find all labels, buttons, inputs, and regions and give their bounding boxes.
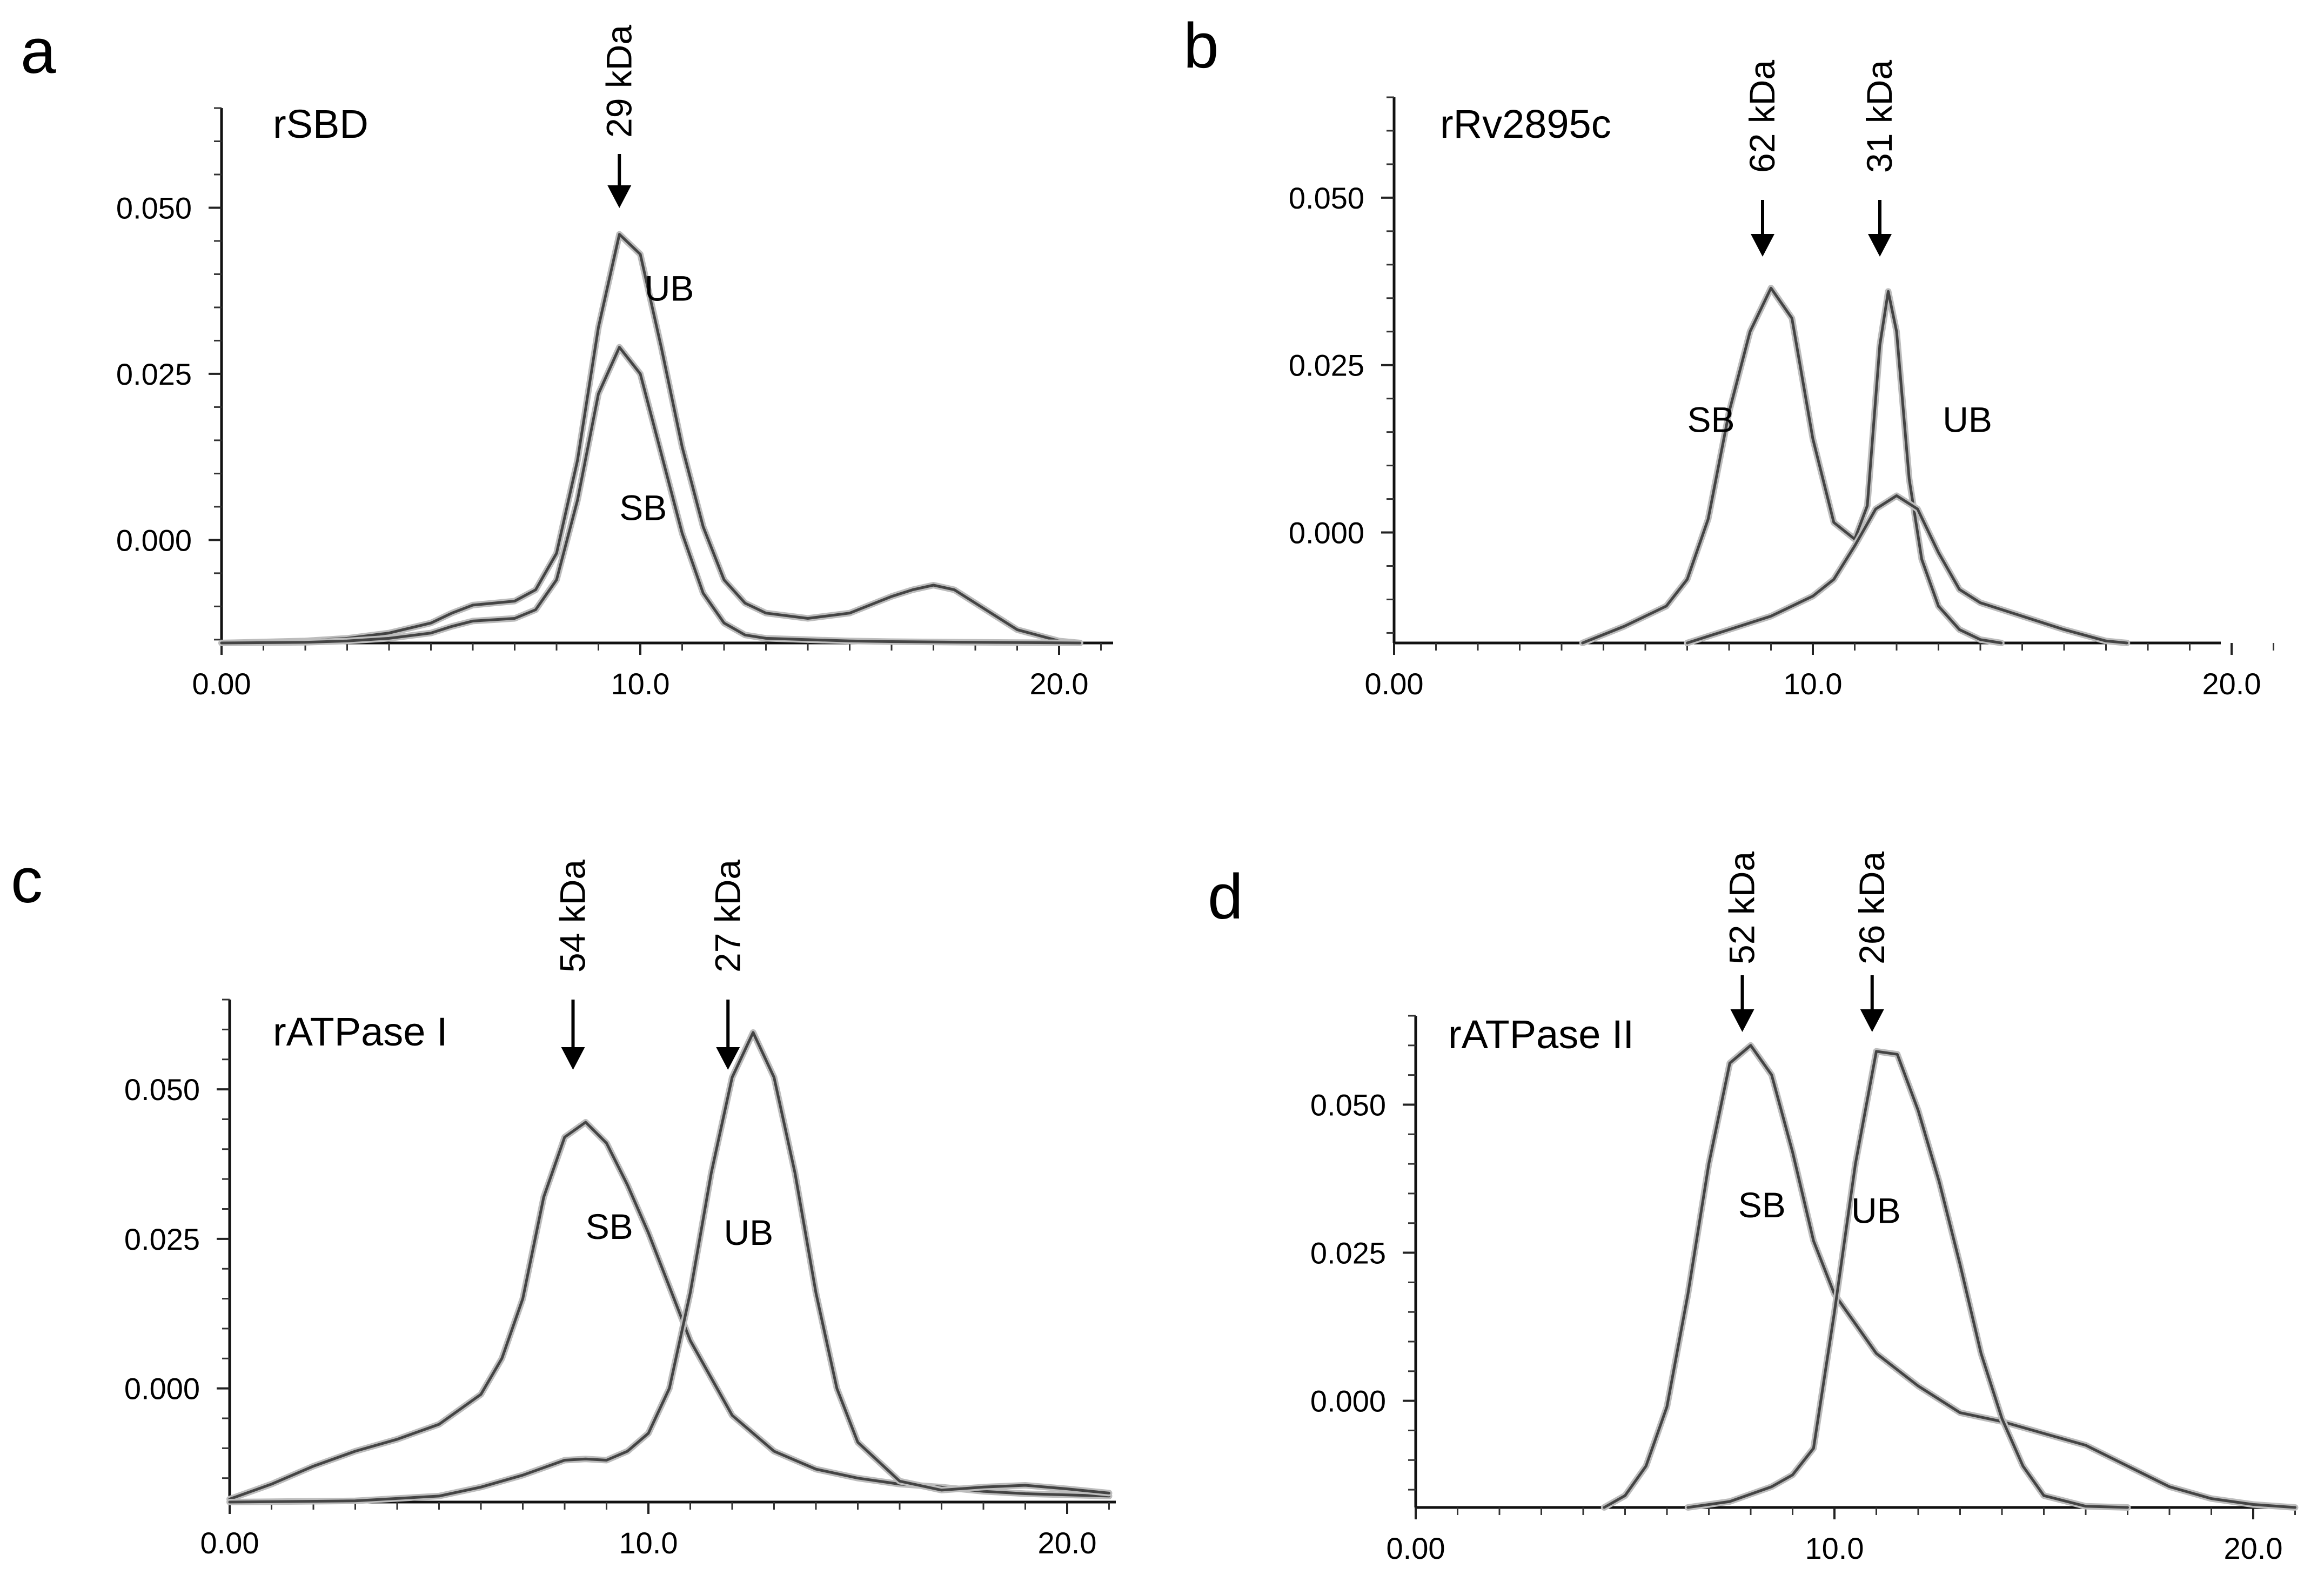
panel-b: b rRv2895c 0.00 10.0 20.0 0.000 0.025 0.050 SB… (1183, 10, 2274, 701)
curve-label-ub-c: UB (724, 1212, 774, 1252)
x-tick-label-a: 10.0 (611, 667, 670, 701)
curve-halo-sb-d (1600, 1042, 2299, 1511)
curve-sb-c (228, 1121, 1110, 1500)
x-tick-label-c: 0.00 (200, 1526, 259, 1560)
curve-ub-d (1686, 1050, 2129, 1509)
down-arrow-icon (561, 1047, 585, 1070)
panel-letter-b: b (1183, 10, 1219, 82)
curve-ub-a (220, 233, 1082, 645)
x-tick-label-b: 20.0 (2202, 667, 2261, 701)
panel-letter-c: c (11, 845, 43, 916)
panel-c: c rATPase I 0.00 10.0 20.0 0.000 0.025 0.050 S… (11, 845, 1116, 1560)
y-tick-label-d: 0.025 (1310, 1236, 1386, 1270)
y-tick-label-c: 0.000 (124, 1372, 200, 1406)
curve-label-ub-d: UB (1851, 1191, 1901, 1231)
x-tick-label-d: 10.0 (1805, 1531, 1864, 1565)
y-tick-label-c: 0.025 (124, 1222, 200, 1256)
kda-label-b: 31 kDa (1859, 60, 1899, 173)
curve-sb-b (1581, 286, 2003, 645)
kda-label-a: 29 kDa (599, 25, 639, 138)
curve-sb-a (220, 346, 1082, 645)
curve-halo-ub-c (226, 1029, 1113, 1505)
y-tick-label-b: 0.050 (1289, 181, 1364, 215)
down-arrow-icon (607, 185, 632, 208)
x-tick-label-a: 20.0 (1030, 667, 1089, 701)
curve-halo-sb-b (1579, 285, 2005, 646)
x-tick-label-b: 10.0 (1784, 667, 1843, 701)
curve-label-sb-b: SB (1687, 400, 1735, 440)
x-tick-label-b: 0.00 (1365, 667, 1424, 701)
panel-letter-a: a (21, 16, 56, 87)
curve-label-sb-a: SB (619, 487, 667, 527)
y-tick-label-d: 0.000 (1310, 1384, 1386, 1418)
chart-c: 0.00 10.0 20.0 0.000 0.025 0.050 SB UB 54 kDa 27 … (124, 860, 1116, 1560)
down-arrow-icon (716, 1047, 740, 1070)
panel-d: d rATPase II 0.00 10.0 20.0 0.000 0.025 0.050… (1208, 852, 2299, 1565)
kda-label-d: 52 kDa (1722, 852, 1762, 964)
curve-label-ub-b: UB (1943, 400, 1992, 440)
curve-label-ub-a: UB (645, 269, 694, 309)
kda-label-c: 27 kDa (707, 860, 747, 973)
protein-label-b: rRv2895c (1440, 102, 1611, 146)
protein-label-a: rSBD (273, 102, 369, 146)
panel-a: a rSBD 0.00 10.0 20.0 0.000 0.025 0.050 UB SB 29… (21, 16, 1113, 701)
protein-label-c: rATPase I (273, 1009, 448, 1054)
y-tick-label-a: 0.000 (116, 523, 192, 557)
down-arrow-icon (1860, 1009, 1884, 1032)
chart-b: 0.00 10.0 20.0 0.000 0.025 0.050 SB UB 62 kDa 31 … (1289, 60, 2274, 701)
y-tick-label-b: 0.025 (1289, 348, 1364, 383)
y-tick-label-d: 0.050 (1310, 1088, 1386, 1122)
x-tick-label-c: 20.0 (1038, 1526, 1097, 1560)
down-arrow-icon (1751, 234, 1774, 257)
x-tick-label-c: 10.0 (619, 1526, 678, 1560)
y-tick-label-b: 0.000 (1289, 516, 1364, 550)
curve-ub-c (228, 1031, 1110, 1504)
y-tick-label-c: 0.050 (124, 1073, 200, 1107)
y-tick-label-a: 0.025 (116, 357, 192, 391)
down-arrow-icon (1730, 1009, 1754, 1032)
curve-label-sb-d: SB (1738, 1185, 1786, 1225)
y-tick-label-a: 0.050 (116, 191, 192, 225)
curve-sb-d (1603, 1044, 2296, 1509)
x-tick-label-d: 20.0 (2224, 1531, 2283, 1565)
kda-label-c: 54 kDa (553, 860, 593, 973)
protein-label-d: rATPase II (1448, 1012, 1634, 1057)
curve-halo-sb-c (226, 1119, 1113, 1503)
panel-letter-d: d (1208, 861, 1243, 933)
x-tick-label-a: 0.00 (192, 667, 251, 701)
kda-label-b: 62 kDa (1742, 60, 1782, 173)
x-tick-label-d: 0.00 (1387, 1531, 1445, 1565)
chart-d: 0.00 10.0 20.0 0.000 0.025 0.050 SB UB 52 kDa 26 … (1310, 852, 2299, 1565)
curve-label-sb-c: SB (586, 1207, 633, 1246)
kda-label-d: 26 kDa (1852, 852, 1892, 964)
curve-ub-b (1686, 494, 2128, 645)
chart-a: 0.00 10.0 20.0 0.000 0.025 0.050 UB SB 29 kDa (116, 25, 1113, 701)
down-arrow-icon (1868, 234, 1892, 257)
